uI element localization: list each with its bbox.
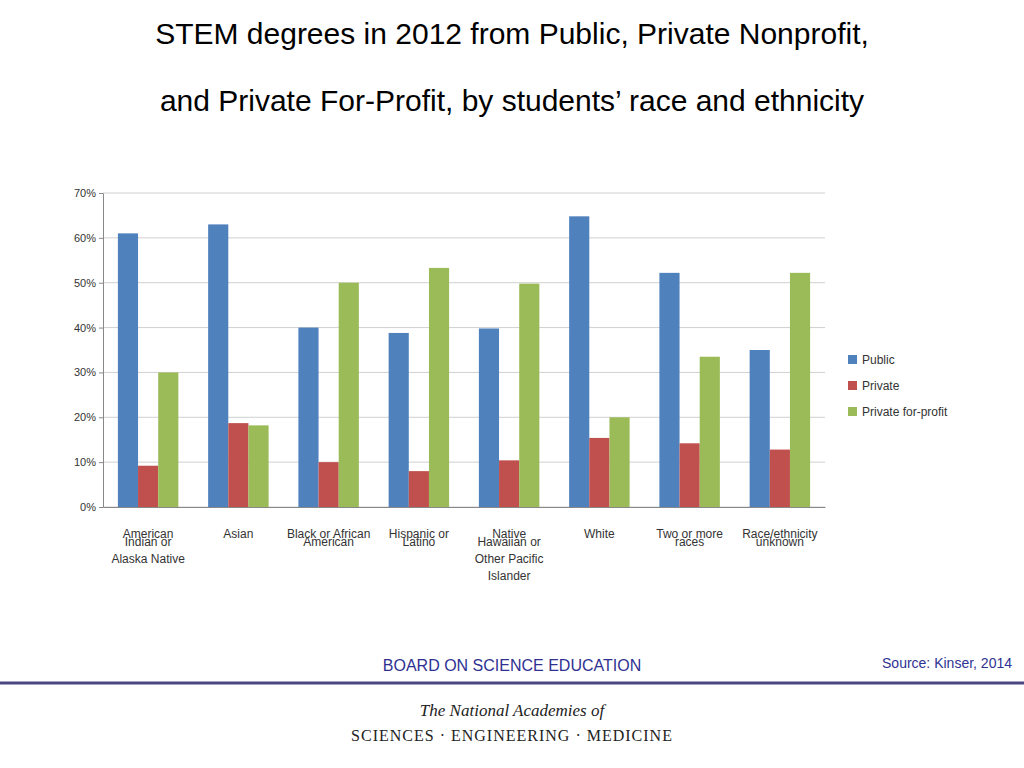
y-tick-label: 70% bbox=[74, 187, 96, 199]
y-tick-mark bbox=[99, 462, 103, 463]
y-tick: 70% bbox=[74, 187, 103, 199]
x-tick: White bbox=[584, 527, 615, 541]
footer-academies: The National Academies of bbox=[420, 701, 607, 720]
y-tick-label: 20% bbox=[74, 411, 96, 423]
x-tick-label-line: Indian or bbox=[125, 535, 172, 549]
x-tick: Two or moreraces bbox=[656, 527, 723, 549]
bar bbox=[389, 333, 409, 507]
bars bbox=[118, 216, 810, 507]
y-tick-mark bbox=[99, 238, 103, 239]
bar bbox=[700, 357, 720, 507]
legend-label: Private bbox=[862, 379, 900, 393]
footer-board: BOARD ON SCIENCE EDUCATION bbox=[383, 657, 641, 674]
x-axis: American Indian or Alaska Native Asian Black… bbox=[104, 508, 826, 584]
x-tick-label: White bbox=[584, 527, 615, 541]
x-tick-label: Race/ethnicityunknown bbox=[742, 527, 817, 549]
grid bbox=[103, 193, 825, 507]
y-tick: 30% bbox=[74, 366, 103, 378]
bar bbox=[208, 224, 228, 507]
legend-swatch bbox=[848, 407, 857, 416]
x-tick-label-line: American bbox=[303, 535, 354, 549]
x-tick-label-line: Islander bbox=[488, 569, 531, 583]
y-tick-label: 10% bbox=[74, 456, 96, 468]
bar bbox=[298, 328, 318, 507]
bar bbox=[339, 283, 359, 507]
bar bbox=[479, 328, 499, 507]
y-tick: 40% bbox=[74, 322, 103, 334]
y-tick-mark bbox=[99, 193, 103, 194]
legend-swatch bbox=[848, 381, 857, 390]
y-tick-mark bbox=[99, 283, 103, 284]
y-tick: 60% bbox=[74, 232, 103, 244]
x-tick-label: NativeHawaiian orOther PacificIslander bbox=[475, 527, 544, 583]
y-tick-label: 50% bbox=[74, 277, 96, 289]
bar bbox=[589, 438, 609, 507]
x-tick-label: Hispanic orLatino bbox=[389, 527, 449, 549]
x-tick-label: Two or moreraces bbox=[656, 527, 723, 549]
bar bbox=[138, 466, 158, 507]
legend: Public Private Private for-profit bbox=[848, 353, 948, 419]
chart-container: STEM degrees in 2012 from Public, Privat… bbox=[0, 0, 1024, 768]
bar bbox=[790, 273, 810, 507]
x-tick-label: Asian bbox=[223, 527, 253, 541]
y-tick: 0% bbox=[80, 501, 103, 513]
x-tick-label-line: White bbox=[584, 527, 615, 541]
y-tick: 20% bbox=[74, 411, 103, 423]
bar bbox=[429, 268, 449, 507]
y-tick-mark bbox=[99, 417, 103, 418]
bar bbox=[680, 443, 700, 507]
source: Source: Kinser, 2014 bbox=[882, 655, 1012, 671]
bar bbox=[228, 423, 248, 507]
x-tick-label-line: Alaska Native bbox=[111, 552, 185, 566]
x-tick-label-line: Hawaiian or bbox=[477, 535, 540, 549]
footer-rule bbox=[0, 682, 1024, 685]
bar bbox=[499, 460, 519, 507]
y-tick-mark bbox=[99, 507, 103, 508]
y-tick-mark bbox=[99, 328, 103, 329]
bar bbox=[248, 425, 268, 507]
x-axis-line bbox=[104, 507, 826, 508]
bar bbox=[409, 471, 429, 507]
x-tick: AmericanIndian orAlaska Native bbox=[111, 527, 185, 566]
legend-swatch bbox=[848, 355, 857, 364]
x-tick-label-line: Asian bbox=[223, 527, 253, 541]
grid-line bbox=[103, 193, 825, 194]
x-tick: Hispanic orLatino bbox=[389, 527, 449, 549]
x-tick-label-line: unknown bbox=[756, 535, 804, 549]
x-tick-label: Black or AfricanAmerican bbox=[287, 527, 370, 549]
x-tick: Race/ethnicityunknown bbox=[742, 527, 817, 549]
x-tick: NativeHawaiian orOther PacificIslander bbox=[475, 527, 544, 583]
y-axis-line bbox=[103, 194, 104, 508]
x-tick-label-line: Other Pacific bbox=[475, 552, 544, 566]
bar bbox=[118, 233, 138, 507]
y-tick: 50% bbox=[74, 277, 103, 289]
chart-svg: STEM degrees in 2012 from Public, Privat… bbox=[0, 0, 1024, 768]
y-tick-mark bbox=[99, 372, 103, 373]
bar bbox=[569, 216, 589, 507]
bar bbox=[659, 273, 679, 507]
bar bbox=[609, 417, 629, 507]
y-tick-label: 30% bbox=[74, 366, 96, 378]
bar bbox=[158, 372, 178, 507]
chart-title: STEM degrees in 2012 from Public, Privat… bbox=[155, 17, 869, 50]
legend-label: Private for-profit bbox=[862, 405, 948, 419]
bar bbox=[319, 462, 339, 507]
chart-title: and Private For-Profit, by students’ rac… bbox=[160, 84, 864, 117]
y-tick-label: 60% bbox=[74, 232, 96, 244]
y-tick: 10% bbox=[74, 456, 103, 468]
bar bbox=[750, 350, 770, 507]
bar bbox=[519, 284, 539, 507]
x-tick: Black or AfricanAmerican bbox=[287, 527, 370, 549]
y-tick-label: 40% bbox=[74, 322, 96, 334]
x-tick-label-line: Latino bbox=[403, 535, 436, 549]
bar bbox=[770, 450, 790, 507]
legend-label: Public bbox=[862, 353, 895, 367]
x-tick: Asian bbox=[223, 527, 253, 541]
y-axis: 0% 10% 20% 30% 40% 50% 60% 70% bbox=[74, 187, 104, 513]
x-tick-label: AmericanIndian orAlaska Native bbox=[111, 527, 185, 566]
footer-disciplines: SCIENCES · ENGINEERING · MEDICINE bbox=[351, 727, 673, 744]
y-tick-label: 0% bbox=[80, 501, 96, 513]
x-tick-label-line: races bbox=[675, 535, 704, 549]
